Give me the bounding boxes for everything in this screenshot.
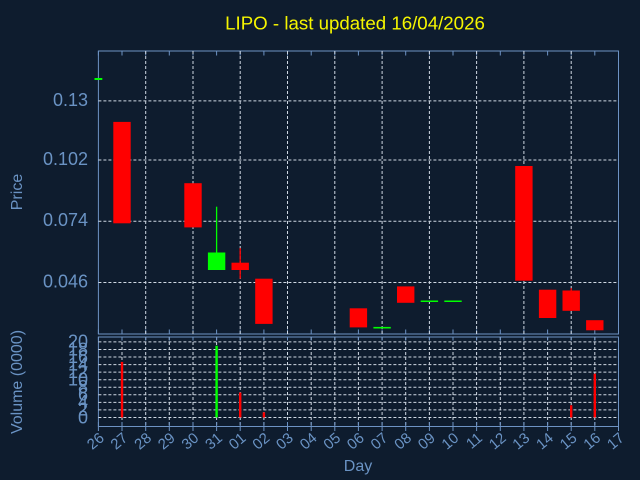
svg-text:Volume (0000): Volume (0000) [9, 330, 26, 434]
svg-text:0.13: 0.13 [53, 90, 88, 110]
svg-text:0.074: 0.074 [43, 210, 88, 230]
svg-text:Price: Price [9, 174, 26, 211]
svg-text:Day: Day [344, 458, 372, 475]
svg-text:0: 0 [78, 407, 88, 427]
svg-text:0.046: 0.046 [43, 271, 88, 291]
svg-text:0.102: 0.102 [43, 149, 88, 169]
svg-text:LIPO - last updated 16/04/2026: LIPO - last updated 16/04/2026 [225, 13, 485, 34]
